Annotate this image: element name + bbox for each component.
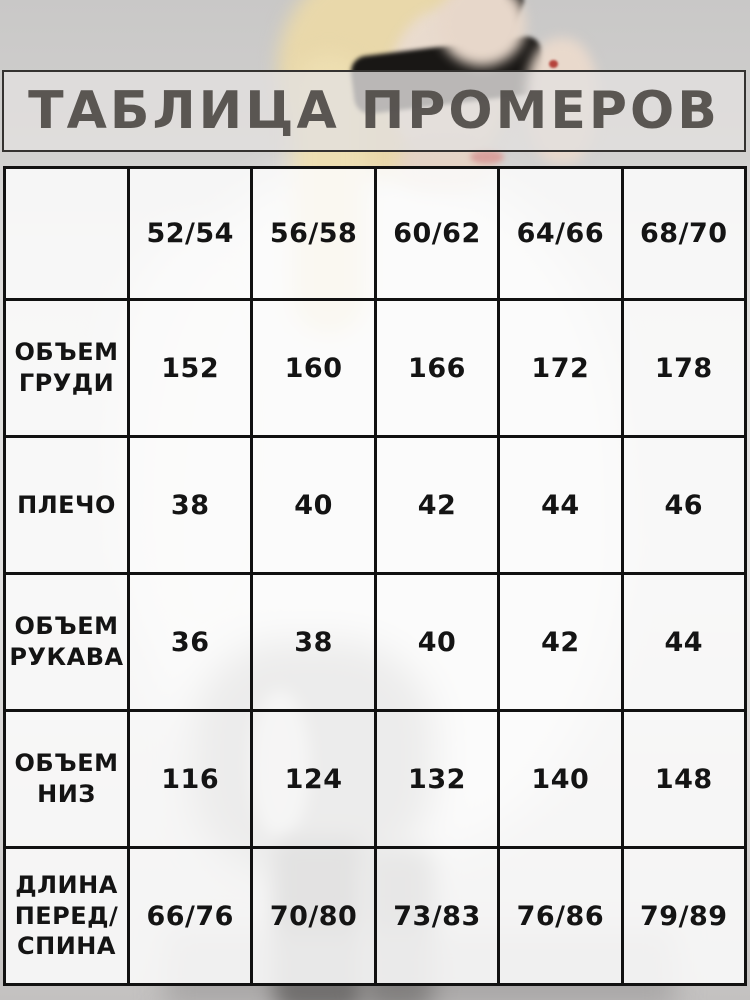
size-header-cell: 68/70 [620, 166, 748, 301]
value-cell: 160 [250, 298, 377, 438]
table-row: ОБЪЕМ ГРУДИ 152 160 166 172 178 [3, 298, 748, 438]
size-header-cell: 64/66 [497, 166, 624, 301]
model-fist-shape [438, 0, 526, 66]
value-cell: 70/80 [250, 846, 377, 986]
model-lips-shape [470, 150, 504, 164]
row-label-line: ОБЪЕМ [14, 749, 119, 778]
row-label-line: ДЛИНА [15, 870, 118, 899]
row-label-cell: ОБЪЕМ РУКАВА [3, 572, 130, 712]
value-cell: 79/89 [620, 846, 748, 986]
table-row: ДЛИНА ПЕРЕД/СПИНА 66/76 70/80 73/83 76/86 79/8… [3, 846, 748, 986]
row-label-cell: ДЛИНА ПЕРЕД/СПИНА [3, 846, 130, 986]
row-label-line: ОБЪЕМ [14, 612, 119, 641]
value-cell: 44 [497, 435, 624, 575]
value-cell: 73/83 [373, 846, 501, 986]
value-cell: 166 [373, 298, 501, 438]
value-cell: 42 [373, 435, 501, 575]
size-header-cell: 60/62 [373, 166, 501, 301]
title-banner: ТАБЛИЦА ПРОМЕРОВ [2, 70, 746, 152]
value-cell: 178 [620, 298, 748, 438]
value-cell: 42 [497, 572, 624, 712]
table-row: ПЛЕЧО 38 40 42 44 46 [3, 435, 748, 575]
table-row: ОБЪЕМ РУКАВА 36 38 40 42 44 [3, 572, 748, 712]
value-cell: 124 [250, 709, 377, 849]
value-cell: 76/86 [497, 846, 624, 986]
corner-cell [3, 166, 130, 301]
value-cell: 132 [373, 709, 501, 849]
value-cell: 40 [250, 435, 377, 575]
value-cell: 66/76 [126, 846, 254, 986]
row-label-line: ОБЪЕМ [14, 338, 119, 367]
value-cell: 38 [126, 435, 254, 575]
table-row: ОБЪЕМ НИЗ 116 124 132 140 148 [3, 709, 748, 849]
page-title: ТАБЛИЦА ПРОМЕРОВ [28, 81, 720, 141]
size-header-cell: 52/54 [126, 166, 254, 301]
row-label-line: ПЕРЕД/ [14, 901, 119, 930]
row-label-line: ПЛЕЧО [17, 490, 116, 519]
row-label-line: НИЗ [37, 780, 96, 808]
value-cell: 140 [497, 709, 624, 849]
value-cell: 36 [126, 572, 254, 712]
row-label-line: РУКАВА [9, 643, 124, 671]
row-label-cell: ОБЪЕМ ГРУДИ [3, 298, 130, 438]
value-cell: 152 [126, 298, 254, 438]
value-cell: 172 [497, 298, 624, 438]
value-cell: 38 [250, 572, 377, 712]
row-label-cell: ОБЪЕМ НИЗ [3, 709, 130, 849]
size-header-cell: 56/58 [250, 166, 377, 301]
value-cell: 46 [620, 435, 748, 575]
row-label-cell: ПЛЕЧО [3, 435, 130, 575]
red-nail-dot [549, 60, 558, 68]
value-cell: 148 [620, 709, 748, 849]
size-table: 52/54 56/58 60/62 64/66 68/70 ОБЪЕМ ГРУДИ 152 16… [3, 166, 748, 986]
size-header-row: 52/54 56/58 60/62 64/66 68/70 [3, 166, 748, 301]
value-cell: 40 [373, 572, 501, 712]
row-label-line: ГРУДИ [18, 369, 115, 397]
row-label-line: СПИНА [17, 932, 116, 961]
value-cell: 116 [126, 709, 254, 849]
value-cell: 44 [620, 572, 748, 712]
